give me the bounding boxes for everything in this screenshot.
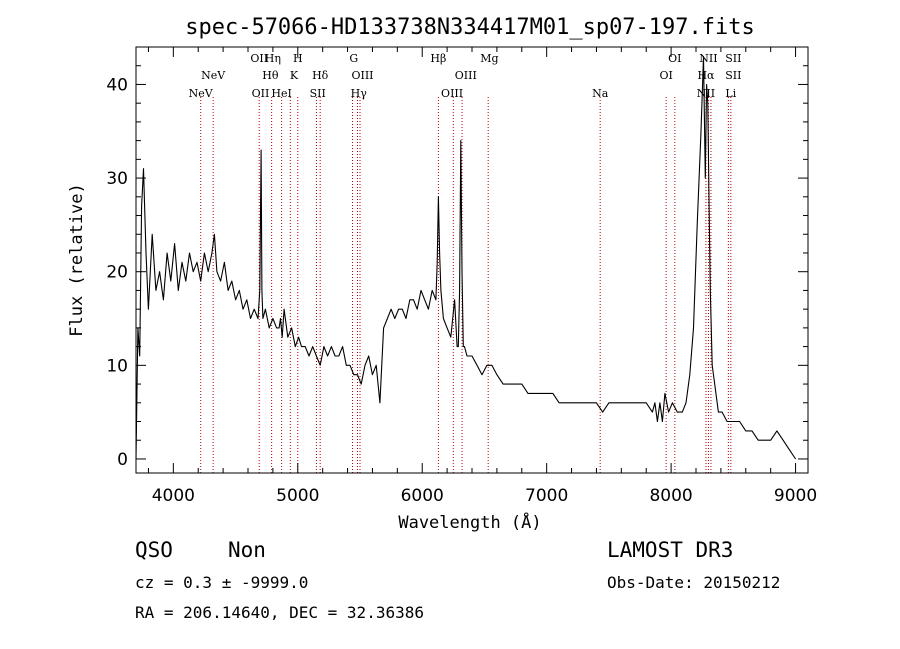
line-label-middle-5: OIII	[455, 69, 477, 82]
line-label-top-7: NII	[699, 52, 717, 65]
ra-dec-coordinates: RA = 206.14640, DEC = 32.36386	[135, 603, 424, 622]
line-label-bottom-8: Li	[725, 87, 736, 100]
line-label-top-1: Hη	[265, 52, 281, 65]
line-label-bottom-6: Na	[592, 87, 609, 100]
x-tick-label-1: 5000	[276, 486, 319, 506]
y-tick-label-3: 30	[106, 169, 128, 189]
line-label-bottom-0: NeV	[189, 87, 214, 100]
line-label-top-6: OI	[668, 52, 681, 65]
line-label-bottom-3: SII	[310, 87, 326, 100]
line-label-middle-0: NeV	[201, 69, 226, 82]
line-label-top-4: Hβ	[430, 52, 446, 65]
x-tick-label-3: 7000	[525, 486, 568, 506]
x-tick-label-2: 6000	[401, 486, 444, 506]
y-axis-label: Flux (relative)	[67, 183, 87, 337]
y-tick-label-4: 40	[106, 75, 128, 95]
line-label-middle-8: SII	[725, 69, 741, 82]
spectrum-series-0	[135, 55, 797, 460]
chart-title: spec-57066-HD133738N334417M01_sp07-197.f…	[185, 15, 755, 40]
line-label-bottom-5: OIII	[441, 87, 463, 100]
survey-name: LAMOST DR3	[607, 538, 734, 562]
plot-frame	[135, 46, 809, 474]
line-label-top-3: G	[349, 52, 358, 65]
line-label-middle-7: Hα	[697, 69, 715, 82]
x-tick-label-4: 8000	[649, 486, 692, 506]
line-label-middle-1: Hθ	[262, 69, 279, 82]
line-label-middle-2: K	[290, 69, 299, 82]
line-label-bottom-4: Hγ	[351, 87, 368, 100]
observation-date: Obs-Date: 20150212	[607, 573, 781, 592]
line-label-top-0: OII	[250, 52, 268, 65]
line-label-top-5: Mg	[480, 52, 498, 65]
line-label-middle-6: OI	[659, 69, 672, 82]
x-axis-label: Wavelength (Å)	[398, 511, 541, 533]
line-label-top-8: SII	[725, 52, 741, 65]
line-label-middle-4: OIII	[351, 69, 373, 82]
y-tick-label-2: 20	[106, 263, 128, 283]
y-tick-label-1: 10	[106, 356, 128, 376]
y-tick-label-0: 0	[117, 450, 128, 470]
line-label-bottom-1: OII	[252, 87, 270, 100]
object-class: QSO	[135, 538, 173, 562]
x-tick-label-5: 9000	[774, 486, 817, 506]
object-subclass: Non	[228, 538, 266, 562]
line-label-top-2: H	[293, 52, 303, 65]
x-tick-label-0: 4000	[152, 486, 195, 506]
line-label-middle-3: Hδ	[312, 69, 329, 82]
redshift-cz: cz = 0.3 ± -9999.0	[135, 573, 309, 592]
line-label-bottom-2: HeI	[271, 87, 291, 100]
